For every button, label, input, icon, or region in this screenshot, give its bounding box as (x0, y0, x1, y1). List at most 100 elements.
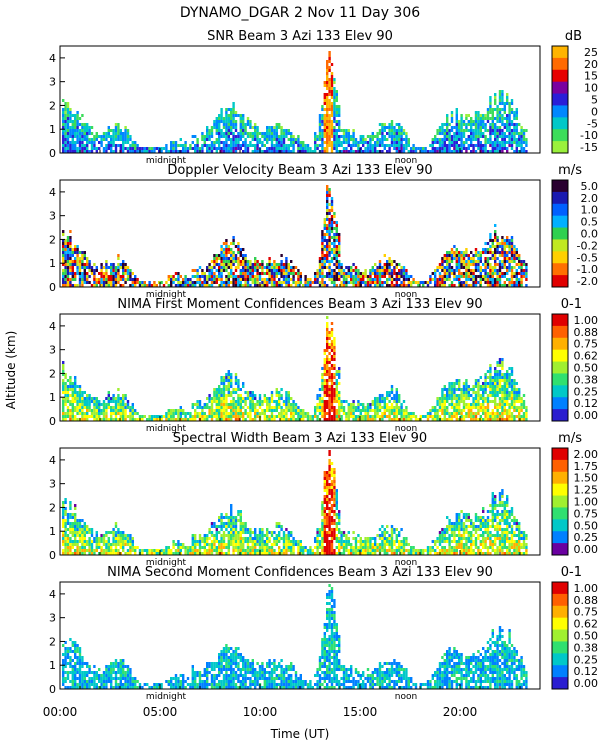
heatmap-cell (64, 540, 67, 543)
heatmap-cell (251, 275, 254, 278)
heatmap-cell (278, 406, 281, 409)
heatmap-cell (326, 370, 329, 373)
heatmap-cell (88, 531, 91, 534)
heatmap-cell (170, 418, 173, 421)
heatmap-cell (218, 397, 221, 400)
heatmap-cell (376, 269, 379, 272)
heatmap-cell (477, 114, 480, 117)
heatmap-cell (232, 278, 235, 281)
heatmap-cell (225, 126, 228, 129)
noon-marker: noon (395, 156, 417, 166)
panel-4: Spectral Width Beam 3 Azi 133 Elev 90 m/s… (49, 431, 598, 568)
heatmap-cell (513, 388, 516, 391)
heatmap-cell (496, 281, 499, 284)
heatmap-cell (172, 141, 175, 144)
heatmap-cell (258, 406, 262, 409)
heatmap-cell (494, 135, 497, 138)
heatmap-cell (230, 263, 233, 266)
heatmap-cell (98, 135, 101, 138)
heatmap-cell (196, 144, 199, 147)
heatmap-cell (515, 138, 518, 141)
heatmap-cell (69, 230, 72, 233)
heatmap-cell (71, 415, 74, 418)
heatmap-cell (230, 117, 233, 120)
heatmap-cell (518, 132, 521, 135)
heatmap-cell (194, 412, 197, 415)
heatmap-cell (285, 260, 288, 263)
heatmap-cell (304, 144, 307, 147)
heatmap-cell (95, 138, 98, 141)
heatmap-cell (213, 409, 216, 412)
heatmap-cell (62, 257, 65, 260)
heatmap-cell (83, 543, 86, 546)
heatmap-cell (321, 233, 324, 236)
heatmap-cell (71, 418, 74, 421)
heatmap-cell (513, 382, 516, 385)
heatmap-cell (215, 409, 218, 412)
heatmap-cell (316, 415, 319, 418)
heatmap-cell (69, 394, 72, 397)
heatmap-cell (107, 391, 110, 394)
heatmap-cell (64, 120, 67, 123)
heatmap-cell (122, 415, 125, 418)
heatmap-cell (227, 114, 230, 117)
heatmap-cell (474, 114, 478, 117)
heatmap-cell (158, 418, 161, 421)
heatmap-cell (501, 388, 504, 391)
heatmap-cell (90, 549, 94, 552)
heatmap-cell (136, 147, 139, 150)
heatmap-cell (86, 409, 89, 412)
heatmap-cell (388, 400, 391, 403)
heatmap-cell (482, 248, 485, 251)
heatmap-cell (93, 147, 96, 150)
heatmap-cell (83, 144, 86, 147)
heatmap-cell (225, 385, 228, 388)
heatmap-cell (352, 129, 355, 132)
heatmap-cell (105, 546, 108, 549)
heatmap-cell (333, 102, 336, 105)
heatmap-cell (126, 415, 130, 418)
heatmap-cell (460, 272, 463, 275)
heatmap-cell (98, 546, 101, 549)
heatmap-cell (513, 415, 516, 418)
heatmap-cell (119, 403, 122, 406)
heatmap-cell (251, 394, 254, 397)
heatmap-cell (438, 278, 442, 281)
heatmap-cell (117, 394, 120, 397)
heatmap-cell (201, 415, 204, 418)
heatmap-cell (498, 382, 502, 385)
heatmap-cell (508, 260, 511, 263)
heatmap-cell (282, 266, 286, 269)
heatmap-cell (506, 272, 509, 275)
heatmap-cell (280, 397, 283, 400)
heatmap-cell (232, 105, 235, 108)
heatmap-cell (472, 272, 475, 275)
heatmap-cell (498, 266, 502, 269)
heatmap-cell (119, 537, 122, 540)
heatmap-cell (234, 415, 238, 418)
heatmap-cell (443, 135, 446, 138)
heatmap-cell (335, 93, 338, 96)
heatmap-cell (206, 275, 209, 278)
heatmap-cell (93, 269, 96, 272)
heatmap-cell (318, 138, 322, 141)
heatmap-cell (477, 385, 480, 388)
heatmap-cell (390, 275, 394, 278)
heatmap-cell (227, 138, 230, 141)
heatmap-cell (326, 81, 329, 84)
heatmap-cell (477, 397, 480, 400)
heatmap-cell (114, 144, 118, 147)
heatmap-cell (206, 129, 209, 132)
heatmap-cell (328, 230, 331, 233)
heatmap-cell (400, 129, 403, 132)
heatmap-cell (496, 415, 499, 418)
heatmap-cell (378, 123, 382, 126)
heatmap-cell (83, 540, 86, 543)
heatmap-cell (232, 251, 235, 254)
heatmap-cell (222, 397, 226, 400)
heatmap-cell (326, 248, 329, 251)
heatmap-cell (177, 150, 180, 153)
heatmap-cell (450, 272, 454, 275)
heatmap-cell (486, 129, 490, 132)
heatmap-cell (359, 141, 362, 144)
